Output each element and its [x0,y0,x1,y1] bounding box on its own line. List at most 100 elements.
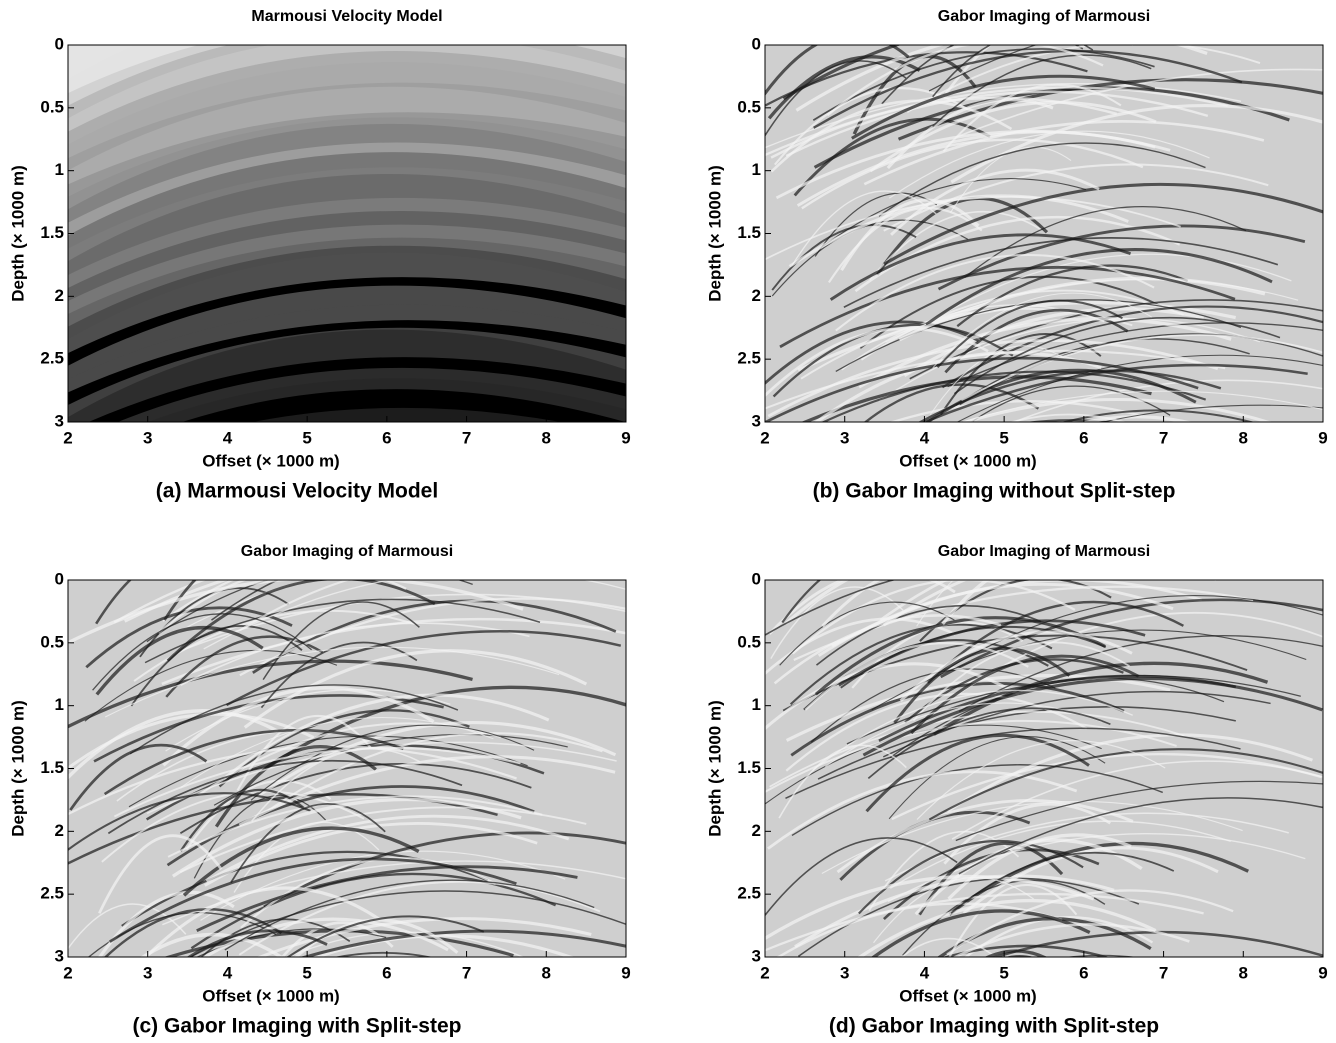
reflector [903,307,1205,377]
reflector [940,598,1323,679]
y-tick-label: 1.5 [737,223,761,242]
y-tick-label: 0.5 [40,632,64,651]
reflector [890,168,1100,236]
x-axis-label: Offset (× 1000 m) [202,451,339,470]
reflector [1012,379,1323,422]
y-tick-label: 0.5 [40,97,64,116]
x-tick-label: 6 [382,428,391,447]
reflector [765,874,1095,941]
x-tick-label: 2 [760,963,769,982]
reflector [107,759,463,835]
x-tick-label: 8 [1239,963,1248,982]
reflector [871,909,1091,957]
y-tick-label: 3 [752,411,761,430]
reflector [166,580,436,662]
reflector [946,889,1234,956]
reflector [937,224,1306,291]
reflector [770,586,904,659]
reflector [960,390,1323,422]
layer [68,329,626,422]
y-tick-label: 0 [752,34,761,53]
x-tick-label: 3 [143,428,152,447]
x-tick-label: 5 [999,963,1008,982]
reflector [916,740,1166,820]
reflector [236,714,372,792]
y-tick-label: 2.5 [40,884,64,903]
reflector [1061,409,1255,422]
reflector [900,937,997,957]
reflector [68,659,473,729]
reflector [991,930,1323,957]
reflector [821,580,882,628]
reflector [182,826,420,897]
reflector [869,210,1042,281]
y-tick-label: 0 [55,569,64,588]
reflector [953,316,1281,395]
reflector [95,626,264,696]
reflector [921,363,1308,422]
reflector [829,233,1132,301]
reflector [129,684,459,755]
y-axis-label: Depth (× 1000 m) [705,700,724,837]
x-tick-label: 7 [1159,428,1168,447]
reflector [795,45,1208,112]
reflector [942,944,1110,957]
y-tick-label: 2 [55,286,64,305]
x-tick-label: 8 [542,963,551,982]
reflector [960,397,1273,422]
reflector [104,646,560,718]
y-tick-label: 0.5 [737,632,761,651]
reflector [950,851,1175,914]
reflector [932,292,1153,369]
reflector [936,299,1123,368]
reflector [68,792,311,852]
y-tick-label: 3 [55,946,64,965]
y-tick-label: 0 [752,569,761,588]
reflector [893,647,1071,724]
reflector [1080,415,1193,422]
reflector [202,917,449,957]
reflector [95,580,133,625]
reflector [782,45,1176,101]
reflector [772,323,1014,398]
y-tick-label: 1 [55,695,64,714]
reflector [875,196,1049,276]
reflector [765,60,907,137]
reflector [882,580,1217,627]
x-tick-label: 5 [302,428,311,447]
reflector [881,45,1084,105]
reflector [962,846,1219,915]
reflector [196,928,387,957]
reflector [950,104,1323,184]
layer [68,45,626,97]
layer [68,252,626,357]
reflector [941,580,990,625]
reflector [267,732,603,812]
reflector [104,908,283,957]
reflector [941,305,1323,389]
reflector [835,253,1155,332]
x-tick-label: 9 [621,963,630,982]
x-axis-label: Offset (× 1000 m) [899,451,1036,470]
reflector [196,865,578,932]
caption: (b) Gabor Imaging without Split-step [813,480,1176,503]
reflector [286,915,485,957]
y-tick-label: 2 [55,821,64,840]
reflector [912,641,1130,722]
x-tick-label: 7 [462,428,471,447]
x-tick-label: 8 [542,428,551,447]
reflector [791,190,937,266]
reflector [785,90,1209,158]
reflector [68,903,187,950]
reflector [113,746,521,818]
reflector [767,770,1078,850]
layer [117,367,626,422]
x-tick-label: 3 [143,963,152,982]
reflector [239,580,351,631]
reflector [98,834,223,914]
layer [68,86,626,188]
reflector [961,334,1323,402]
layer [68,45,626,136]
reflector [863,383,1040,422]
x-tick-label: 9 [1318,963,1327,982]
